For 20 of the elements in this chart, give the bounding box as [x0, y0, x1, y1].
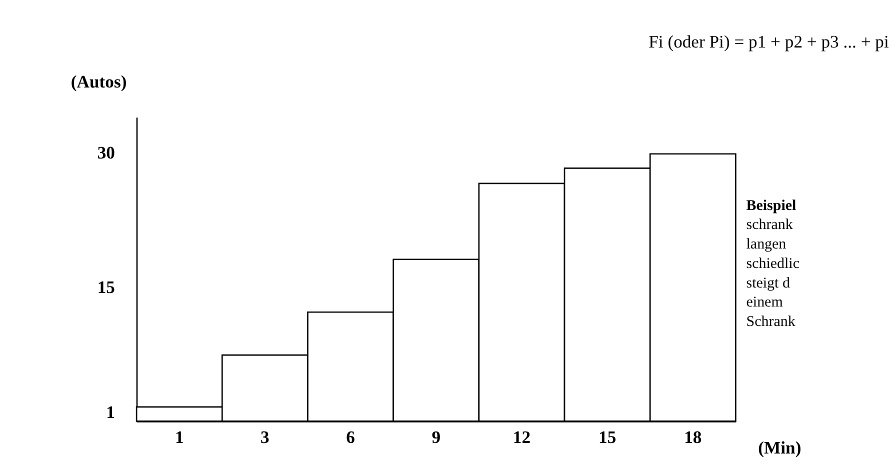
y-axis-title: (Autos): [70, 72, 127, 92]
text: schiedlic: [746, 256, 800, 272]
x-tick-label: 9: [432, 426, 441, 447]
x-tick-label: 1: [174, 426, 184, 447]
y-tick-label: 30: [97, 142, 116, 163]
x-tick-label: 18: [684, 426, 702, 447]
x-tick-label: 12: [512, 426, 531, 447]
text: steigt d: [746, 275, 790, 292]
x-axis-title: (Min): [758, 437, 802, 458]
x-tick-label: 3: [260, 426, 270, 447]
x-tick-label: 15: [598, 426, 616, 447]
x-tick-label: 6: [346, 426, 356, 447]
text: Schrank: [746, 314, 796, 330]
chart-title: Fi (oder Pi) = p1 + p2 + p3 ... + pi: [648, 32, 889, 52]
text: einem: [746, 294, 784, 311]
y-tick-label: 15: [97, 276, 116, 297]
text: langen: [746, 236, 787, 253]
y-tick-label: 1: [106, 402, 115, 422]
text: Beispiel: [746, 198, 796, 214]
text: schrank: [746, 217, 794, 234]
